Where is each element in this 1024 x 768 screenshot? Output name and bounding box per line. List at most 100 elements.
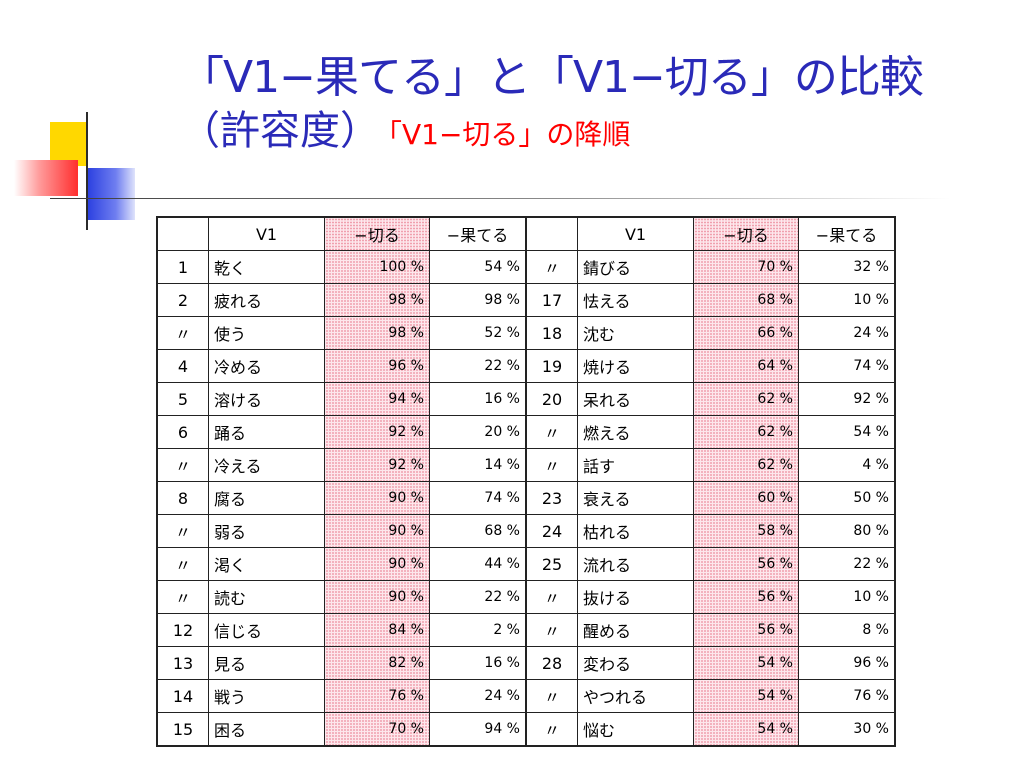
right-rank-cell: 〃: [525, 613, 578, 647]
right-kiru-percent-cell: 62 %: [693, 382, 799, 416]
header-v1-right: V1: [577, 216, 694, 251]
title-subtitle: 「V1−切る」の降順: [388, 117, 631, 151]
header-kiru-left: −切る: [324, 216, 430, 251]
table-row: 12 信じる 84 % 2 % 〃醒める 56 % 8 %: [156, 613, 896, 647]
left-rank-cell: 〃: [156, 316, 209, 350]
right-kiru-percent-cell: 62 %: [693, 415, 799, 449]
left-hateru-percent-cell: 22 %: [429, 580, 527, 614]
right-rank-cell: 24: [525, 514, 578, 548]
left-rank-cell: 12: [156, 613, 209, 647]
left-rank-cell: 1: [156, 250, 209, 284]
right-kiru-percent-cell: 64 %: [693, 349, 799, 383]
left-hateru-percent-cell: 16 %: [429, 382, 527, 416]
left-verb-cell: 信じる: [208, 613, 325, 647]
right-kiru-percent-cell: 70 %: [693, 250, 799, 284]
right-verb-cell: 怯える: [577, 283, 694, 317]
table-row: 13 見る 82 % 16 % 28 変わる 54 % 96 %: [156, 646, 896, 680]
left-kiru-percent-cell: 84 %: [324, 613, 430, 647]
right-kiru-percent-cell: 54 %: [693, 712, 799, 747]
right-kiru-percent-cell: 56 %: [693, 613, 799, 647]
right-verb-cell: 変わる: [577, 646, 694, 680]
left-kiru-percent-cell: 90 %: [324, 547, 430, 581]
corner-decoration: [0, 0, 180, 240]
right-hateru-percent-cell: 10 %: [798, 580, 896, 614]
right-hateru-percent-cell: 22 %: [798, 547, 896, 581]
right-hateru-percent-cell: 24 %: [798, 316, 896, 350]
left-kiru-percent-cell: 76 %: [324, 679, 430, 713]
right-rank-cell: 〃: [525, 580, 578, 614]
left-kiru-percent-cell: 90 %: [324, 481, 430, 515]
table-row: 4 冷める 96 % 22 % 19 焼ける 64 % 74 %: [156, 349, 896, 383]
header-hateru-right: −果てる: [798, 216, 896, 251]
right-verb-cell: 呆れる: [577, 382, 694, 416]
left-rank-cell: 14: [156, 679, 209, 713]
header-rank-right: [525, 216, 578, 251]
left-rank-cell: 〃: [156, 514, 209, 548]
right-hateru-percent-cell: 96 %: [798, 646, 896, 680]
title-underline-rule: [50, 198, 950, 199]
left-rank-cell: 2: [156, 283, 209, 317]
left-rank-cell: 4: [156, 349, 209, 383]
left-hateru-percent-cell: 52 %: [429, 316, 527, 350]
table-row: 8 腐る 90 % 74 % 23 衰える 60 % 50 %: [156, 481, 896, 515]
left-hateru-percent-cell: 16 %: [429, 646, 527, 680]
comparison-table: V1 −切る −果てる V1 −切る −果てる 1 乾く 100 % 54 % 〃錆びる…: [156, 216, 896, 747]
right-kiru-percent-cell: 54 %: [693, 679, 799, 713]
right-hateru-percent-cell: 10 %: [798, 283, 896, 317]
left-verb-cell: 読む: [208, 580, 325, 614]
right-verb-cell: 枯れる: [577, 514, 694, 548]
right-verb-cell: 醒める: [577, 613, 694, 647]
right-rank-cell: 〃: [525, 415, 578, 449]
right-rank-cell: 17: [525, 283, 578, 317]
left-rank-cell: 〃: [156, 580, 209, 614]
left-kiru-percent-cell: 70 %: [324, 712, 430, 747]
table-row: 〃使う 98 % 52 % 18 沈む 66 % 24 %: [156, 316, 896, 350]
red-gradient-decoration: [14, 160, 78, 196]
left-hateru-percent-cell: 2 %: [429, 613, 527, 647]
table-row: 5 溶ける 94 % 16 % 20 呆れる 62 % 92 %: [156, 382, 896, 416]
right-hateru-percent-cell: 8 %: [798, 613, 896, 647]
left-verb-cell: 腐る: [208, 481, 325, 515]
table-row: 1 乾く 100 % 54 % 〃錆びる 70 % 32 %: [156, 250, 896, 284]
right-hateru-percent-cell: 54 %: [798, 415, 896, 449]
vertical-rule-decoration: [86, 112, 88, 230]
right-kiru-percent-cell: 62 %: [693, 448, 799, 482]
right-rank-cell: 〃: [525, 679, 578, 713]
right-hateru-percent-cell: 80 %: [798, 514, 896, 548]
right-kiru-percent-cell: 56 %: [693, 580, 799, 614]
left-hateru-percent-cell: 54 %: [429, 250, 527, 284]
table-row: 〃読む 90 % 22 % 〃抜ける 56 % 10 %: [156, 580, 896, 614]
left-kiru-percent-cell: 82 %: [324, 646, 430, 680]
left-verb-cell: 使う: [208, 316, 325, 350]
left-kiru-percent-cell: 92 %: [324, 448, 430, 482]
left-verb-cell: 冷える: [208, 448, 325, 482]
right-kiru-percent-cell: 66 %: [693, 316, 799, 350]
table-row: 〃弱る 90 % 68 % 24 枯れる 58 % 80 %: [156, 514, 896, 548]
left-rank-cell: 〃: [156, 547, 209, 581]
left-kiru-percent-cell: 98 %: [324, 316, 430, 350]
left-hateru-percent-cell: 44 %: [429, 547, 527, 581]
left-rank-cell: 8: [156, 481, 209, 515]
right-verb-cell: 話す: [577, 448, 694, 482]
right-rank-cell: 19: [525, 349, 578, 383]
left-hateru-percent-cell: 22 %: [429, 349, 527, 383]
left-verb-cell: 溶ける: [208, 382, 325, 416]
right-kiru-percent-cell: 68 %: [693, 283, 799, 317]
left-kiru-percent-cell: 98 %: [324, 283, 430, 317]
left-hateru-percent-cell: 14 %: [429, 448, 527, 482]
right-verb-cell: やつれる: [577, 679, 694, 713]
table-row: 〃渇く 90 % 44 % 25 流れる 56 % 22 %: [156, 547, 896, 581]
left-kiru-percent-cell: 100 %: [324, 250, 430, 284]
right-verb-cell: 流れる: [577, 547, 694, 581]
left-kiru-percent-cell: 90 %: [324, 514, 430, 548]
left-verb-cell: 戦う: [208, 679, 325, 713]
left-rank-cell: 13: [156, 646, 209, 680]
right-verb-cell: 焼ける: [577, 349, 694, 383]
table-row: 14 戦う 76 % 24 % 〃やつれる 54 % 76 %: [156, 679, 896, 713]
right-hateru-percent-cell: 92 %: [798, 382, 896, 416]
table-body: 1 乾く 100 % 54 % 〃錆びる 70 % 32 % 2 疲れる 98 % 98 % 17 怯え…: [156, 250, 896, 747]
left-verb-cell: 渇く: [208, 547, 325, 581]
left-verb-cell: 困る: [208, 712, 325, 747]
header-kiru-right: −切る: [693, 216, 799, 251]
left-hateru-percent-cell: 74 %: [429, 481, 527, 515]
